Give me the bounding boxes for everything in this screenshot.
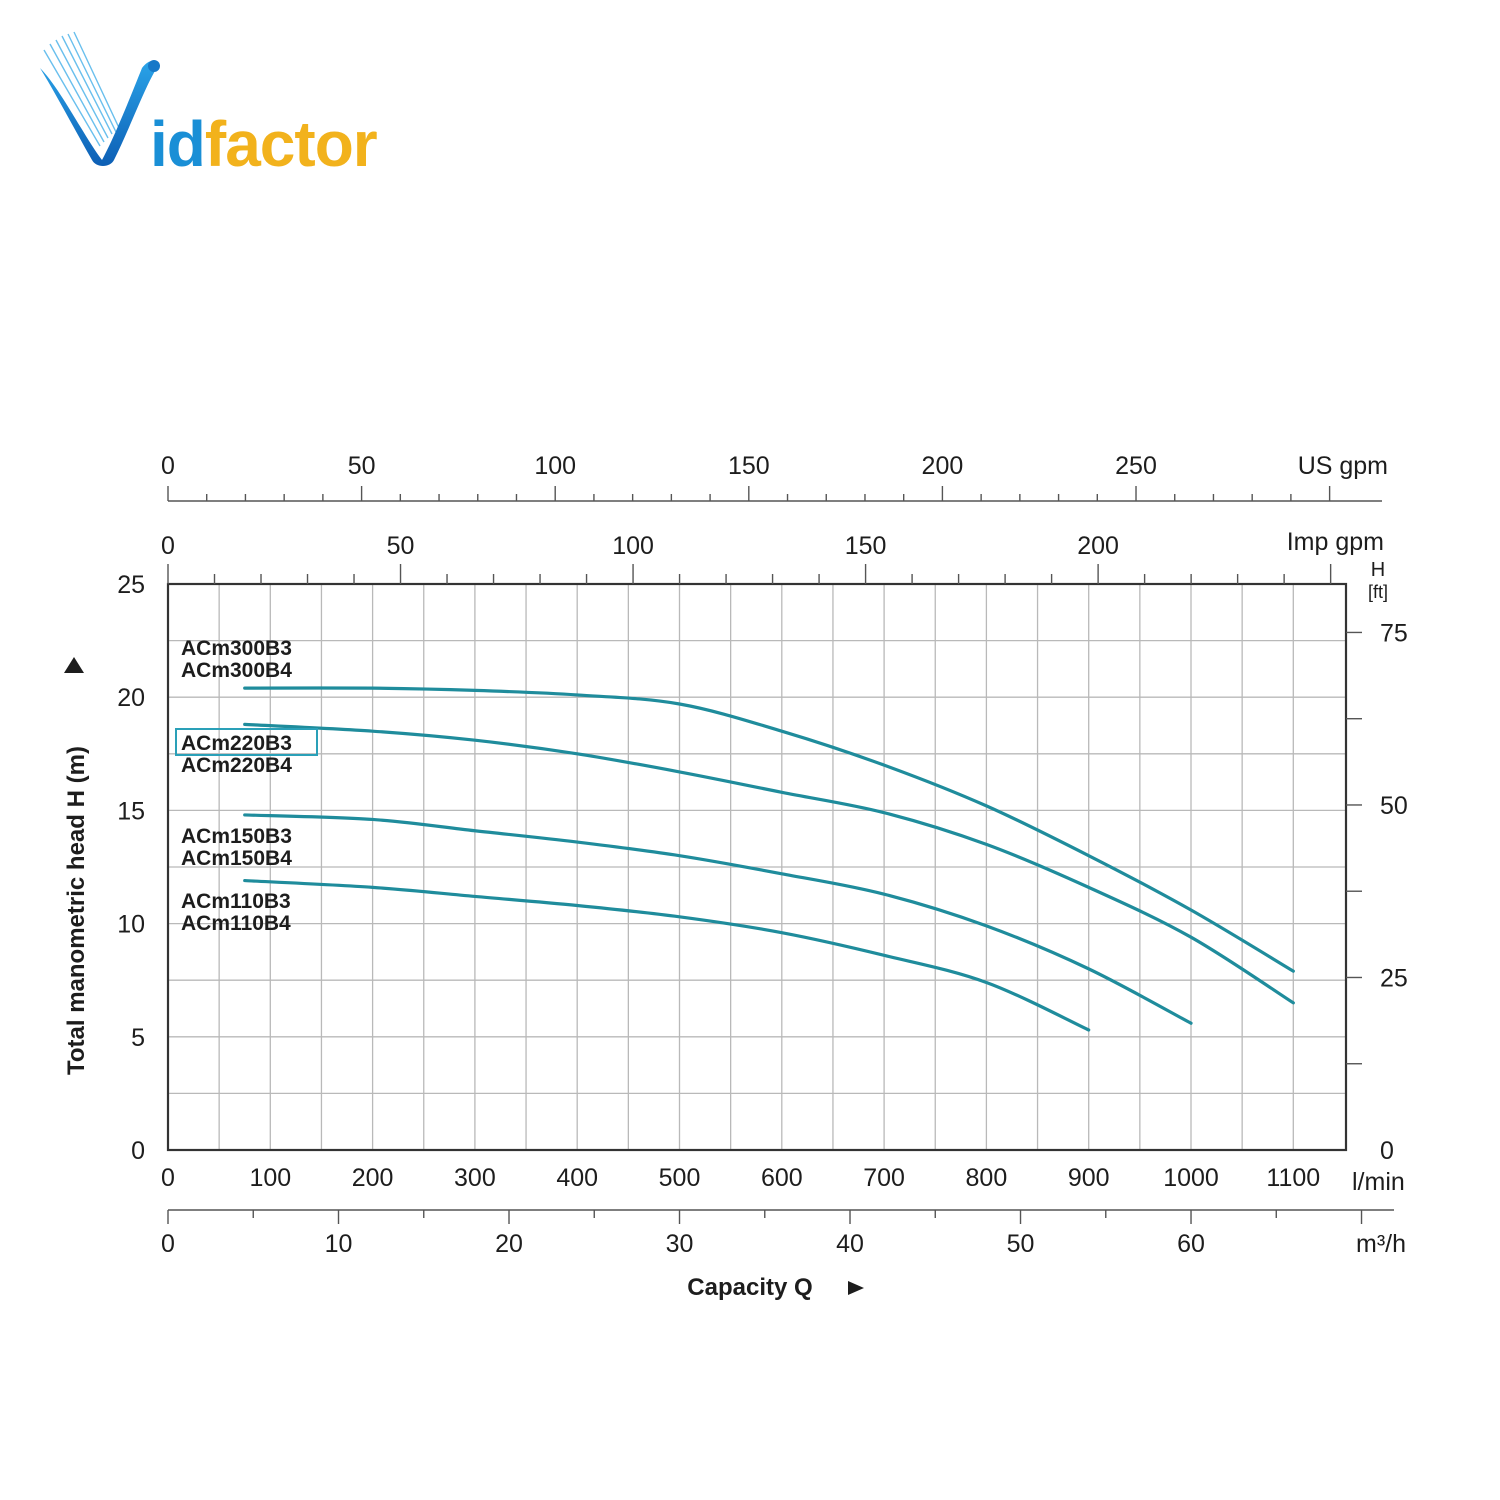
x-tick-label: 500 [659,1164,701,1192]
x-tick-label: 700 [863,1164,905,1192]
x-tick-label: 1100 [1266,1164,1320,1192]
us-gpm-tick-label: 50 [348,452,376,480]
x-tick-label: 100 [249,1164,291,1192]
imp-gpm-tick-label: 100 [612,532,654,560]
us-gpm-axis: 0 50 100 150 200 250 US gpm [161,452,1388,502]
y-tick-label: 10 [117,911,145,939]
imp-gpm-axis: 0 50 100 150 200 Imp gpm [161,528,1384,584]
imp-gpm-tick-label: 200 [1077,532,1119,560]
us-gpm-tick-label: 200 [922,452,964,480]
m3h-tick-label: 10 [325,1230,353,1258]
x-unit-label: l/min [1352,1168,1405,1196]
curve-acm110b3 [243,878,1091,1032]
x-tick-label: 900 [1068,1164,1110,1192]
imp-gpm-label: Imp gpm [1287,528,1384,556]
series-label: ACm220B4 [181,754,292,777]
y-arrow-icon [64,657,84,673]
y-tick-label: 15 [117,797,145,825]
y-tick-label: 20 [117,684,145,712]
y-axis-label: Total manometric head H (m) [63,746,90,1075]
chart-grid [168,584,1346,1150]
x-tick-label: 200 [352,1164,394,1192]
x-axis-ticks: 0 100 200 300 400 500 600 700 800 900 1000 1100 [161,1164,1320,1192]
imp-gpm-tick-label: 0 [161,532,175,560]
logo-wordmark: idfactor [150,108,378,180]
series-label: ACm110B4 [181,912,291,935]
h-ft-label-bottom: [ft] [1368,582,1388,602]
imp-gpm-tick-label: 150 [845,532,887,560]
x-tick-label: 800 [966,1164,1008,1192]
us-gpm-tick-label: 0 [161,452,175,480]
y-tick-label: 0 [131,1137,145,1165]
plot-frame [166,582,1348,1152]
x-tick-label: 600 [761,1164,803,1192]
series-label: ACm300B3 [181,637,292,660]
us-gpm-tick-label: 250 [1115,452,1157,480]
bird-v-icon [40,31,160,166]
us-gpm-tick-label: 100 [534,452,576,480]
highlight-box [175,728,318,756]
curve-acm150b3 [243,813,1193,1025]
m3h-tick-label: 60 [1177,1230,1205,1258]
x-tick-label: 0 [161,1164,175,1192]
series-label: ACm150B3 [181,825,292,848]
curve-acm220b3 [243,722,1295,1005]
x-tick-label: 400 [556,1164,598,1192]
h-ft-label-top: H [1371,559,1385,581]
y-tick-label: 25 [117,571,145,599]
vidfactor-logo: idfactor [30,28,390,178]
m3h-tick-label: 40 [836,1230,864,1258]
m3h-tick-label: 50 [1007,1230,1035,1258]
x-tick-label: 1000 [1163,1164,1219,1192]
h-ft-tick-label: 75 [1380,619,1408,647]
m3h-axis: 0 10 20 30 40 50 60 m³/h [161,1209,1406,1258]
m3h-label: m³/h [1356,1230,1406,1258]
h-ft-tick-label: 50 [1380,792,1408,820]
m3h-tick-label: 20 [495,1230,523,1258]
curve-acm300b3 [243,686,1295,973]
us-gpm-tick-label: 150 [728,452,770,480]
series-label: ACm150B4 [181,847,292,870]
series-label: ACm220B3 [181,732,292,755]
curves [243,686,1295,1032]
x-axis-label: Capacity Q [687,1274,812,1301]
h-ft-tick-label: 25 [1380,964,1408,992]
imp-gpm-tick-label: 50 [387,532,415,560]
h-ft-axis: 0 25 50 75 H [ft] [1346,559,1408,1165]
y-axis-title: Total manometric head H (m) [63,657,90,1075]
x-axis-title: Capacity Q [687,1274,864,1301]
y-tick-label: 5 [131,1024,145,1052]
series-label: ACm110B3 [181,890,291,913]
x-tick-label: 300 [454,1164,496,1192]
m3h-tick-label: 0 [161,1230,175,1258]
m3h-tick-label: 30 [666,1230,694,1258]
x-arrow-icon [848,1281,864,1295]
us-gpm-label: US gpm [1298,452,1388,480]
y-axis-ticks: 0 5 10 15 20 25 [117,571,145,1165]
series-label: ACm300B4 [181,659,292,682]
h-ft-tick-label: 0 [1380,1137,1394,1165]
